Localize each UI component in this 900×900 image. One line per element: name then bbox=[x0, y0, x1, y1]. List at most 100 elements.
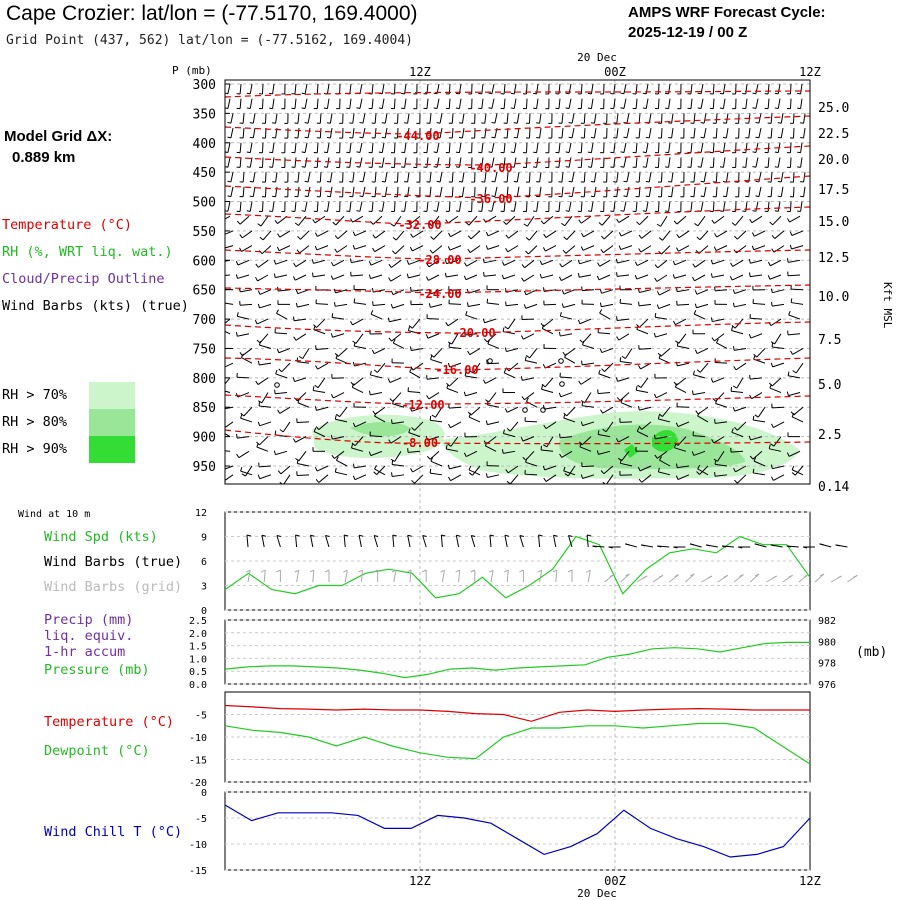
wind-barb-flag bbox=[525, 397, 529, 402]
wind-barb-shaft bbox=[735, 465, 747, 473]
wind-barb-flag bbox=[719, 151, 724, 154]
calm-wind-circle bbox=[274, 382, 280, 388]
wind-barb-shaft bbox=[439, 172, 443, 183]
wind-barb-flag bbox=[732, 289, 736, 294]
wind-barb-flag bbox=[433, 151, 438, 154]
wind-barb-flag bbox=[748, 259, 751, 264]
wind-barb-flag bbox=[349, 258, 352, 263]
wind-barb-shaft bbox=[466, 259, 478, 267]
wind-barb-shaft bbox=[635, 157, 638, 168]
surface-barb-true-flag bbox=[295, 534, 300, 537]
wind-barb-shaft bbox=[396, 172, 399, 183]
wind-barb-flag bbox=[387, 317, 390, 322]
wind-barb-shaft bbox=[714, 362, 728, 364]
wind-barb-shaft bbox=[225, 421, 234, 429]
wind-barb-shaft bbox=[414, 421, 424, 431]
surface-barb-true-flag bbox=[392, 534, 397, 537]
wind-barb-shaft bbox=[564, 215, 573, 227]
wind-barb-flag bbox=[752, 151, 757, 154]
wind-barb-flag bbox=[587, 92, 592, 95]
wind-barb-flag bbox=[392, 250, 396, 255]
wind-barb-shaft bbox=[715, 128, 718, 139]
wind-barb-shaft bbox=[604, 362, 614, 372]
wind-barb-flag bbox=[312, 386, 315, 391]
wind-barb-flag bbox=[407, 220, 412, 225]
wind-barb-shaft bbox=[488, 392, 497, 403]
wind-barb-shaft bbox=[745, 98, 748, 109]
wind-barb-flag bbox=[505, 234, 509, 239]
wind-barb-shaft bbox=[731, 431, 744, 438]
wind-barb-flag bbox=[619, 357, 622, 362]
temperature-isotherm bbox=[225, 115, 810, 135]
wind-barb-shaft bbox=[777, 83, 781, 94]
wind-barb-flag bbox=[295, 457, 300, 462]
wind-barb-shaft bbox=[317, 230, 329, 237]
wind-barb-shaft bbox=[264, 113, 267, 124]
wind-barb-flag bbox=[559, 453, 563, 458]
wind-barb-shaft bbox=[384, 113, 388, 124]
wind-barb-flag bbox=[579, 339, 584, 344]
wind-chill-tick-label: -10 bbox=[189, 840, 207, 851]
wind-barb-shaft bbox=[758, 172, 762, 183]
wind-barb-shaft bbox=[769, 448, 782, 452]
wind-barb-shaft bbox=[326, 142, 330, 153]
wind-barb-shaft bbox=[581, 436, 592, 446]
wind-barb-shaft bbox=[429, 186, 432, 197]
wind-barb-flag bbox=[351, 442, 356, 447]
surface-barb-grid bbox=[247, 570, 251, 583]
wind-barb-flag bbox=[719, 166, 724, 168]
wind-barb-shaft bbox=[745, 201, 748, 212]
wind-barb-flag bbox=[408, 428, 411, 433]
wind-barb-flag bbox=[350, 218, 354, 223]
wind-barb-shaft bbox=[430, 472, 443, 476]
wind-barb-shaft bbox=[427, 436, 440, 441]
wind-barb-shaft bbox=[242, 348, 253, 357]
wind-barb-flag bbox=[771, 248, 775, 253]
wind-barb-shaft bbox=[696, 303, 709, 309]
wind-barb-flag bbox=[277, 233, 281, 238]
wind-barb-flag bbox=[298, 355, 303, 360]
surface-barb-grid-flag bbox=[819, 573, 825, 577]
wind-barb-flag bbox=[240, 353, 244, 358]
wind-barb-shaft bbox=[239, 98, 242, 109]
wind-barb-shaft bbox=[407, 113, 410, 124]
wind-barb-shaft bbox=[772, 346, 785, 349]
wind-barb-shaft bbox=[750, 259, 763, 264]
legend-dewpoint: Dewpoint (°C) bbox=[44, 743, 150, 759]
model-grid-value: 0.889 km bbox=[12, 149, 76, 166]
wind-barb-shaft bbox=[261, 83, 264, 95]
wind-barb-shaft bbox=[583, 113, 586, 124]
wind-barb-shaft bbox=[450, 436, 459, 447]
wind-barb-shaft bbox=[792, 186, 795, 197]
wind-barb-flag bbox=[409, 367, 413, 373]
wind-barb-shaft bbox=[800, 157, 803, 168]
wind-barb-flag bbox=[501, 449, 504, 454]
wind-barb-flag bbox=[502, 327, 505, 332]
wind-barb-shaft bbox=[484, 172, 487, 183]
wind-barb-flag bbox=[710, 259, 714, 265]
wind-barb-shaft bbox=[481, 201, 484, 212]
wind-barb-flag bbox=[565, 151, 570, 154]
wind-barb-shaft bbox=[426, 201, 429, 212]
surface-barb-true-flag bbox=[786, 545, 791, 548]
legend-wind-chill: Wind Chill T (°C) bbox=[44, 824, 183, 840]
wind-barb-shaft bbox=[645, 157, 649, 168]
wind-barb-flag bbox=[259, 236, 264, 241]
wind-barb-shaft bbox=[770, 172, 773, 183]
wind-barb-shaft bbox=[408, 390, 421, 394]
wind-barb-shaft bbox=[426, 157, 429, 168]
wind-barb-flag bbox=[220, 466, 221, 470]
surface-barb-true-flag bbox=[592, 545, 597, 548]
wind-barb-flag bbox=[491, 195, 496, 198]
wind-barb-shaft bbox=[566, 406, 576, 417]
wind-barb-shaft bbox=[272, 201, 275, 212]
wind-barb-shaft bbox=[395, 230, 405, 241]
wind-barb-shaft bbox=[771, 406, 785, 409]
wind-barb-flag bbox=[541, 383, 546, 388]
wind-barb-shaft bbox=[790, 288, 804, 291]
wind-barb-flag bbox=[335, 413, 340, 418]
wind-barb-shaft bbox=[427, 333, 440, 339]
wind-barb-shaft bbox=[349, 83, 352, 94]
wind-barb-shaft bbox=[636, 329, 649, 335]
surface-barb-true bbox=[504, 535, 508, 548]
